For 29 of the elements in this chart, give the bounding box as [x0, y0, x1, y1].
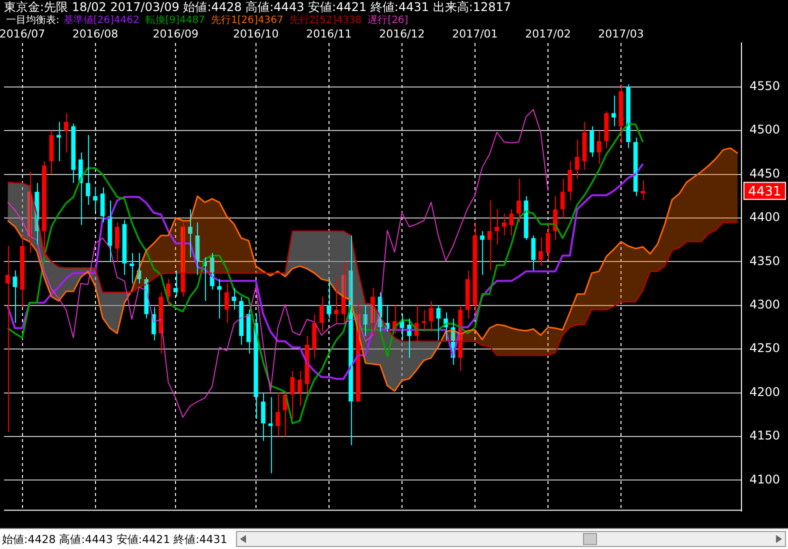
y-tick-label: 4100 [749, 472, 780, 486]
y-tick-label: 4350 [749, 254, 780, 268]
x-tick-label: 2017/01 [452, 27, 498, 40]
x-tick-label: 2016/10 [233, 27, 279, 40]
text: 始値:4428 高値:4443 安値:4421 終値:4431 [2, 532, 228, 547]
chart-title: 東京金:先限 18/02 2017/03/09 始値:4428 高値:4443 安値:4421 終値:4431 出来高:12817 [4, 0, 512, 14]
y-tick-label: 4250 [749, 341, 780, 356]
y-tick-label: 4400 [749, 210, 780, 224]
x-tick-label: 2016/09 [152, 27, 198, 40]
candlestick [422, 309, 426, 332]
y-tick-label: 4200 [749, 384, 780, 399]
legend-title: 一目均衡表: [6, 15, 60, 26]
x-tick-label: 2016/07 [0, 27, 46, 40]
y-tick-label: 4550 [749, 79, 780, 94]
text: 先行2[52]4338 [289, 15, 362, 26]
y-tick-label: 4150 [749, 428, 780, 443]
text: 先行1[26]4367 [210, 15, 284, 26]
x-tick-label: 2016/11 [306, 27, 352, 40]
x-tick-label: 2016/12 [379, 27, 425, 40]
x-tick-label: 2017/02 [525, 27, 571, 40]
annotation: 4431 [748, 184, 782, 200]
text: 遅行[26] [368, 15, 408, 26]
y-tick-label: 4300 [749, 298, 780, 312]
text: 基準値[26]4462 [63, 15, 140, 26]
x-tick-label: 2017/03 [598, 27, 644, 40]
y-tick-label: 4500 [749, 122, 780, 137]
x-tick-label: 2016/08 [72, 27, 118, 40]
text: 転換[9]4487 [145, 15, 205, 26]
y-tick-label: 4450 [749, 166, 780, 180]
